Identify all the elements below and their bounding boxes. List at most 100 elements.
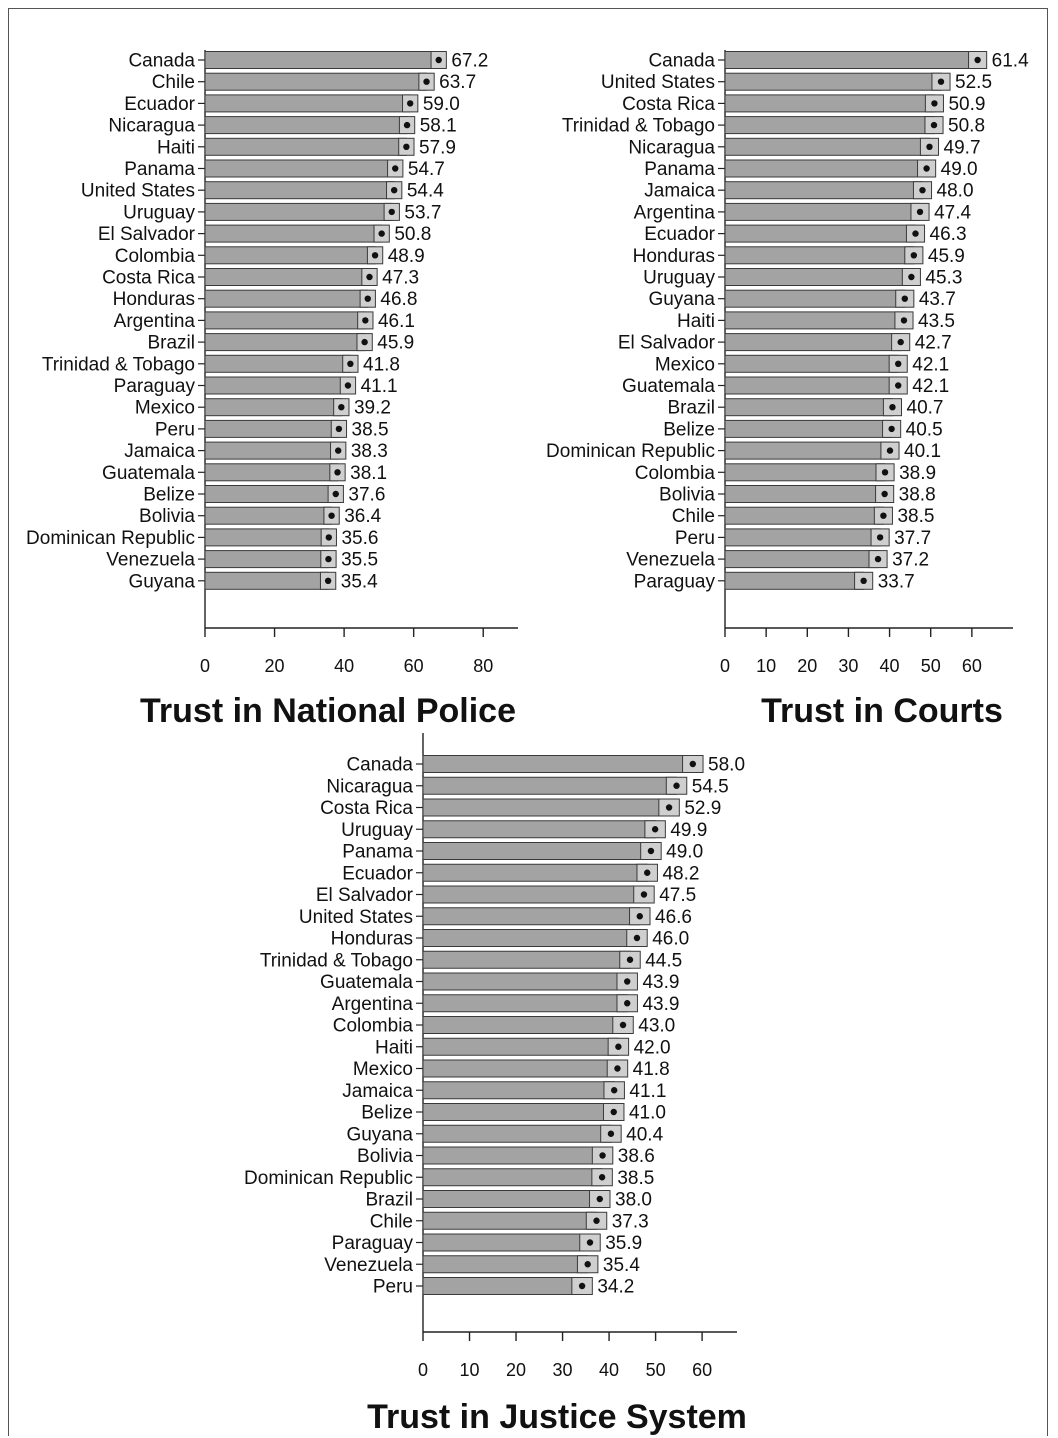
value-label: 49.7: [944, 137, 981, 158]
bar-row-panama: Panama 49.0: [644, 159, 977, 180]
point-estimate: [624, 1000, 631, 1007]
bar: [204, 137, 407, 156]
value-label: 40.4: [626, 1124, 663, 1145]
point-estimate: [895, 360, 902, 367]
bar-row-el-salvador: El Salvador 50.8: [98, 224, 431, 245]
bar: [724, 485, 886, 503]
value-label: 46.1: [378, 311, 415, 332]
bar: [204, 333, 366, 352]
category-label: Jamaica: [124, 441, 195, 462]
point-estimate: [888, 425, 895, 433]
bar: [422, 972, 628, 991]
point-estimate: [923, 165, 930, 172]
bar: [204, 419, 340, 438]
bar-row-costa-rica: Costa Rica 50.9: [622, 94, 985, 115]
point-estimate: [332, 490, 339, 498]
bar: [724, 550, 879, 569]
value-label: 58.0: [708, 755, 745, 776]
bar: [724, 159, 928, 178]
point-estimate: [324, 577, 332, 584]
category-label: Colombia: [635, 463, 716, 484]
bar-row-united-states: United States 54.4: [81, 181, 444, 202]
bar-row-ecuador: Ecuador 46.3: [644, 224, 966, 245]
value-label: 42.1: [912, 354, 949, 375]
value-label: 40.7: [907, 398, 944, 419]
bar: [724, 528, 881, 547]
category-label: Uruguay: [123, 202, 195, 223]
value-label: 38.9: [899, 463, 936, 484]
bar: [204, 224, 383, 243]
category-label: Paraguay: [332, 1233, 414, 1254]
chart-trust-in-courts: 0 10 20 30 40 50 60 Canada 61.4 United States 52.5…: [546, 50, 1029, 730]
bar: [204, 51, 440, 69]
value-label: 36.4: [344, 506, 381, 527]
bar-row-nicaragua: Nicaragua 49.7: [628, 137, 980, 158]
point-estimate: [881, 469, 889, 476]
category-label: Dominican Republic: [244, 1168, 413, 1189]
point-estimate: [325, 555, 332, 563]
value-label: 34.2: [597, 1277, 634, 1298]
bar: [422, 863, 648, 882]
point-estimate: [403, 143, 410, 150]
category-label: Canada: [648, 51, 715, 72]
category-label: Uruguay: [341, 820, 413, 841]
value-label: 49.9: [670, 820, 707, 841]
bar: [422, 776, 678, 795]
category-label: Guatemala: [320, 972, 413, 993]
value-label: 48.0: [937, 181, 974, 202]
category-label: Bolivia: [139, 506, 195, 527]
category-label: Trinidad & Tobago: [260, 950, 413, 971]
value-label: 33.7: [878, 571, 915, 592]
bar-row-peru: Peru 37.7: [675, 528, 931, 549]
category-label: Jamaica: [342, 1081, 413, 1102]
category-label: Panama: [342, 842, 413, 863]
category-label: Mexico: [655, 354, 715, 375]
value-label: 53.7: [404, 202, 441, 223]
point-estimate: [895, 382, 902, 389]
bar: [724, 354, 899, 373]
value-label: 41.8: [633, 1059, 670, 1080]
value-label: 54.7: [408, 159, 445, 180]
value-label: 38.5: [617, 1168, 654, 1189]
category-label: Dominican Republic: [546, 441, 715, 462]
x-tick-label: 10: [756, 656, 776, 676]
bar-row-peru: Peru 38.5: [155, 419, 389, 440]
bar: [204, 246, 376, 265]
category-label: Colombia: [333, 1016, 414, 1037]
bar-row-bolivia: Bolivia 38.6: [357, 1146, 655, 1167]
bar-row-dominican-republic: Dominican Republic 35.6: [26, 528, 378, 549]
category-label: El Salvador: [618, 333, 716, 354]
point-estimate: [598, 1174, 606, 1181]
x-tick-label: 30: [553, 1360, 573, 1380]
value-label: 47.4: [934, 202, 971, 223]
value-label: 43.5: [918, 311, 955, 332]
category-label: Canada: [346, 755, 413, 776]
bar-row-honduras: Honduras 45.9: [633, 246, 965, 267]
bar: [422, 885, 645, 904]
point-estimate: [937, 78, 945, 85]
bar-row-mexico: Mexico 39.2: [135, 398, 391, 419]
bar-row-uruguay: Uruguay 53.7: [123, 202, 441, 223]
point-estimate: [578, 1282, 586, 1290]
bar: [724, 398, 893, 417]
bar: [204, 311, 366, 330]
point-estimate: [596, 1195, 603, 1203]
x-tick-label: 40: [599, 1360, 619, 1380]
bar: [422, 1059, 618, 1078]
value-label: 42.1: [912, 376, 949, 397]
bar: [724, 116, 935, 135]
value-label: 43.9: [642, 994, 679, 1015]
bar: [422, 1168, 603, 1187]
bar: [724, 333, 902, 352]
bar: [204, 463, 339, 482]
bar-row-colombia: Colombia 43.0: [333, 1016, 676, 1037]
value-label: 44.5: [645, 950, 682, 971]
point-estimate: [614, 1065, 621, 1072]
point-estimate: [640, 891, 648, 898]
value-label: 40.5: [906, 419, 943, 440]
value-label: 46.6: [655, 907, 692, 928]
category-label: United States: [601, 72, 715, 93]
x-tick-label: 0: [418, 1360, 428, 1380]
value-label: 42.0: [634, 1037, 671, 1058]
bar: [422, 1255, 589, 1274]
